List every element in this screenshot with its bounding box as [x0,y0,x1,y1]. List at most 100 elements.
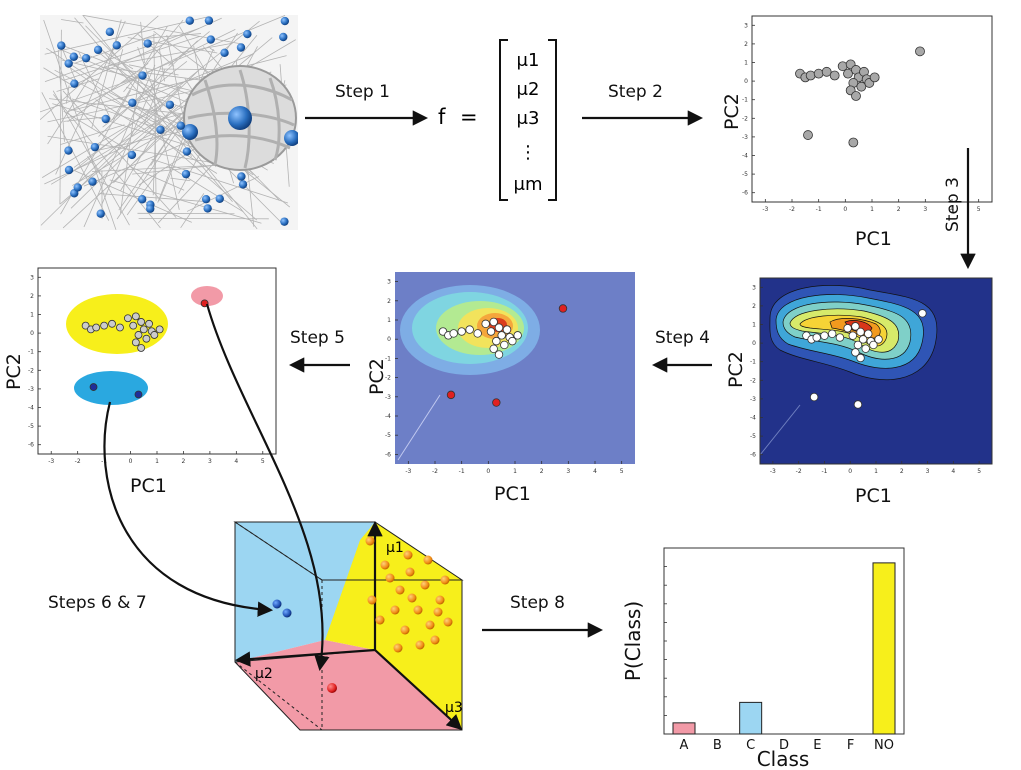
y-tick-label: -2 [742,115,748,122]
smoothed-density-plot: -3 -2 -1 0 1 2 3 4 5 3 2 1 0 -1 -2 -3 -4 -5 -6 PC1 PC2 [366,272,635,505]
data-point [853,340,863,350]
bar-category-label: F [847,738,854,753]
data-point [145,319,153,328]
y-tick-label: 2 [30,293,34,300]
y-tick-label: -6 [742,190,748,197]
x-tick-label: 2 [900,468,904,475]
vector-entry-m: μm [514,174,543,195]
network-node [138,71,147,80]
step5-label: Step 5 [290,328,345,348]
x-tick-label: 0 [848,468,852,475]
query-point-blue [282,608,292,618]
outlier-point [853,400,863,409]
pink-cluster [191,286,223,306]
x-tick-label: -2 [432,468,438,475]
x-tick-label: 3 [208,458,212,465]
data-point [486,327,496,336]
y-tick-label: 1 [752,322,756,329]
pca-ylabel: PC2 [721,93,743,130]
yes-sample-point [390,605,400,615]
data-point [869,72,880,83]
y-tick-label: 1 [30,312,34,319]
bar-category-label: E [813,738,821,753]
x-tick-label: 2 [540,468,544,475]
yes-sample-point [440,575,450,585]
y-tick-label: -1 [28,349,34,356]
mu1-label: μ1 [386,540,404,556]
y-tick-label: -2 [750,377,756,384]
feature-space-cube: μ1 μ2 μ3 [233,520,464,731]
y-tick-label: -2 [28,367,34,374]
steps-6-7-label: Steps 6 & 7 [48,593,147,613]
blue-to-cube-arrow [103,401,274,617]
x-tick-label: -1 [821,468,827,475]
y-tick-label: -4 [750,415,756,422]
network-node [57,41,66,50]
left-bracket [499,39,508,201]
data-point [835,333,845,342]
data-point [489,344,498,353]
data-point [813,68,824,79]
data-point [116,323,124,332]
network-node [64,146,73,155]
x-tick-label: -1 [459,468,465,475]
step4-label: Step 4 [655,328,710,348]
y-tick-label: 0 [752,340,756,347]
step2-label: Step 2 [608,82,663,102]
data-point [856,353,865,363]
smoothed-ylabel: PC2 [366,358,388,395]
data-point [489,317,498,327]
yes-sample-point [395,585,405,595]
data-point [129,321,138,330]
y-tick-label: 3 [30,274,34,281]
yes-sample-point [430,635,440,645]
network-node [243,29,252,39]
yes-sample-point [365,536,375,546]
network-node [236,43,246,52]
network-node [96,209,105,218]
x-tick-label: -3 [762,206,768,213]
x-tick-label: -3 [405,468,411,475]
pink-to-cube-arrow [205,303,330,672]
yes-sample-point [385,573,395,583]
network-node [237,172,246,181]
y-tick-label: 0 [387,336,391,343]
x-tick-label: 4 [234,458,238,465]
bar-xlabel: Class [757,747,810,770]
bar-category-label: D [779,738,789,753]
yes-sample-point [407,593,417,603]
smoothed-xlabel: PC1 [494,483,531,505]
bar-category-label: C [746,738,755,753]
network-node [203,204,212,213]
outlier-point [918,309,927,318]
network-node [146,204,155,213]
x-tick-label: 4 [951,468,955,475]
bar-ylabel: P(Class) [621,601,645,681]
data-point [856,327,865,337]
y-tick-label: -3 [742,134,748,141]
pca-xlabel: PC1 [855,228,892,250]
x-tick-label: 3 [566,468,570,475]
y-tick-label: 3 [752,284,756,291]
cluster-ylabel: PC2 [3,353,25,390]
yes-sample-point [433,607,443,617]
outlier-point [89,383,98,391]
data-point [851,91,861,101]
network-node [201,194,211,204]
x-tick-label: 3 [923,206,927,213]
data-point [508,336,517,346]
x-tick-label: -2 [75,458,81,465]
network-image [40,15,298,230]
vector-entry-3: μ3 [517,108,540,129]
outlier-point [446,390,456,400]
x-tick-label: 3 [926,468,930,475]
yes-sample-point [443,617,453,627]
network-node [143,39,152,48]
network-node [182,147,192,156]
network-node [280,16,290,26]
outlier-point [558,304,568,313]
yes-sample-point [375,615,385,625]
step1-label: Step 1 [335,82,390,102]
data-point [124,314,132,323]
